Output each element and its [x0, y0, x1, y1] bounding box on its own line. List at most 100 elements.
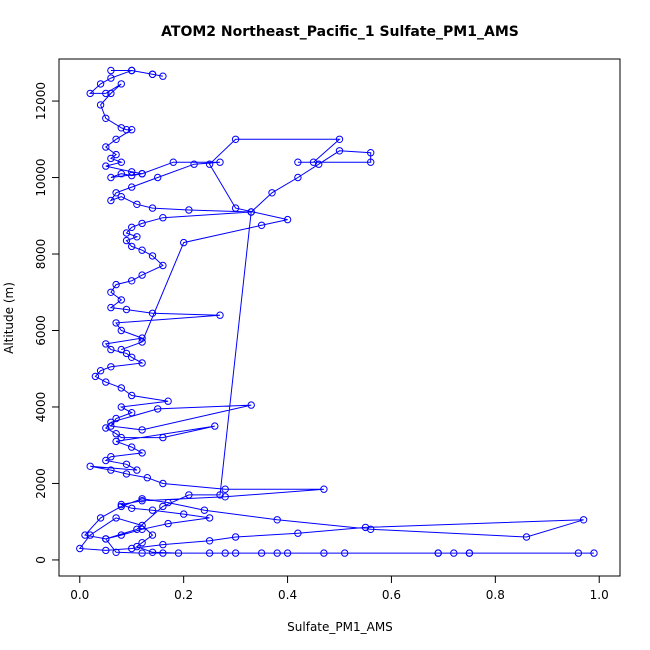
- data-point: [117, 531, 126, 539]
- data-point: [112, 437, 120, 446]
- data-point: [76, 544, 84, 553]
- data-point: [574, 549, 583, 557]
- y-tick-label: 6000: [34, 315, 48, 346]
- data-point: [268, 189, 276, 197]
- data-point: [117, 170, 126, 178]
- data-point: [138, 525, 146, 533]
- data-point: [128, 443, 136, 451]
- data-point: [102, 143, 110, 151]
- data-point: [590, 549, 598, 557]
- data-point: [96, 514, 105, 522]
- data-point: [122, 126, 131, 134]
- data-point: [185, 206, 193, 214]
- data-point: [216, 158, 224, 166]
- data-point: [122, 460, 131, 468]
- data-point: [294, 158, 302, 166]
- data-point: [117, 193, 126, 201]
- data-point: [117, 502, 126, 511]
- data-point: [128, 171, 136, 180]
- data-point: [128, 168, 136, 176]
- data-point: [231, 533, 240, 541]
- data-point: [205, 537, 214, 545]
- data-point: [320, 549, 328, 557]
- y-tick-label: 10000: [34, 158, 48, 196]
- data-point: [107, 303, 115, 312]
- data-point: [96, 101, 105, 109]
- x-tick-label: 0.4: [278, 588, 297, 602]
- data-point: [169, 158, 178, 166]
- data-point: [159, 549, 167, 557]
- x-tick-label: 1.0: [590, 588, 609, 602]
- y-tick-label: 2000: [34, 468, 48, 499]
- data-point: [138, 246, 146, 254]
- data-point: [112, 280, 120, 289]
- data-point: [102, 89, 110, 98]
- data-point: [190, 160, 198, 168]
- y-tick-label: 12000: [34, 82, 48, 120]
- data-point: [335, 135, 344, 144]
- data-point: [231, 204, 240, 212]
- data-point: [107, 89, 115, 98]
- data-point: [164, 498, 172, 507]
- data-point: [216, 311, 224, 319]
- data-point: [102, 114, 110, 123]
- data-series: [76, 66, 598, 557]
- data-point: [102, 535, 110, 543]
- data-point: [128, 223, 136, 232]
- data-point: [180, 238, 188, 247]
- data-point: [211, 422, 219, 430]
- data-point: [216, 491, 224, 499]
- data-point: [128, 277, 136, 285]
- data-point: [117, 80, 126, 88]
- data-point: [117, 345, 126, 354]
- data-point: [257, 549, 266, 557]
- data-point: [107, 453, 115, 461]
- data-point: [522, 533, 531, 541]
- data-point: [174, 549, 183, 557]
- data-point: [294, 173, 302, 182]
- data-point: [133, 542, 141, 551]
- data-point: [138, 539, 146, 547]
- data-point: [128, 504, 136, 512]
- data-point: [81, 531, 89, 539]
- data-point: [112, 135, 120, 144]
- data-point: [185, 491, 193, 499]
- data-point: [128, 66, 136, 75]
- data-point: [107, 196, 115, 205]
- data-point: [159, 72, 167, 80]
- data-point: [247, 401, 255, 409]
- y-tick-label: 0: [34, 556, 48, 564]
- data-point: [138, 271, 146, 279]
- data-point: [128, 544, 136, 553]
- data-point: [164, 397, 172, 405]
- data-point: [159, 433, 167, 442]
- series-layer: [76, 66, 598, 557]
- data-point: [117, 326, 126, 335]
- x-tick-label: 0.8: [486, 588, 505, 602]
- data-point: [221, 493, 229, 501]
- y-tick-label: 4000: [34, 392, 48, 423]
- data-point: [112, 319, 120, 327]
- data-point: [231, 135, 240, 144]
- data-point: [102, 424, 110, 432]
- x-tick-label: 0.6: [382, 588, 401, 602]
- data-point: [180, 510, 188, 518]
- data-point: [133, 466, 141, 474]
- data-point: [102, 546, 110, 555]
- x-axis: 0.0 0.2 0.4 0.6 0.8 1.0: [70, 575, 609, 602]
- data-point: [283, 549, 292, 557]
- y-axis: 0 2000 4000 6000 8000 10000 12000: [34, 82, 60, 564]
- data-point: [148, 204, 157, 212]
- data-point: [154, 405, 162, 413]
- data-point: [154, 173, 162, 182]
- data-point: [107, 418, 115, 426]
- data-point: [450, 549, 458, 557]
- data-point: [117, 500, 126, 509]
- data-point: [138, 359, 146, 367]
- data-point: [128, 353, 136, 361]
- data-point: [148, 309, 157, 317]
- data-point: [96, 80, 105, 88]
- data-point: [117, 124, 126, 132]
- data-point: [138, 338, 146, 346]
- data-point: [107, 74, 115, 82]
